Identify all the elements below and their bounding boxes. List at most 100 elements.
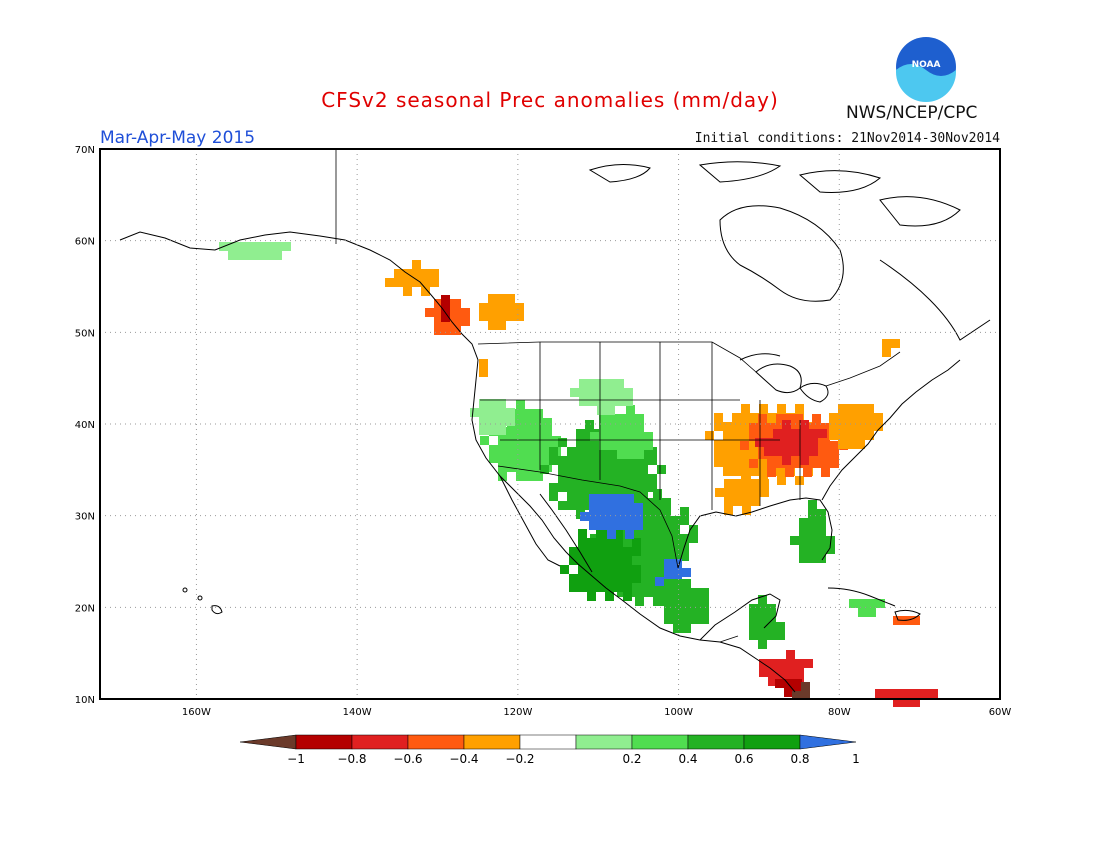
anomaly-cell — [614, 574, 623, 583]
anomaly-cell — [655, 577, 664, 586]
anomaly-cell — [516, 400, 525, 409]
anomaly-cell — [799, 518, 808, 527]
anomaly-cell — [882, 348, 891, 357]
anomaly-cell — [585, 447, 594, 456]
anomaly-cell — [452, 317, 461, 326]
anomaly-cell — [515, 303, 524, 312]
anomaly-cell — [549, 456, 558, 465]
anomaly-cell — [498, 445, 507, 454]
anomaly-cell — [799, 554, 808, 563]
colorbar-label: −0.2 — [505, 752, 534, 766]
anomaly-cell — [488, 417, 497, 426]
anomaly-cell — [588, 388, 597, 397]
anomaly-cell — [635, 498, 644, 507]
anomaly-cell — [644, 543, 653, 552]
anomaly-cell — [579, 379, 588, 388]
anomaly-cell — [742, 479, 751, 488]
anomaly-cell — [782, 438, 791, 447]
anomaly-cell — [237, 251, 246, 260]
anomaly-cell — [673, 624, 682, 633]
map-frame — [99, 148, 1001, 700]
anomaly-cell — [480, 436, 489, 445]
anomaly-cell — [543, 427, 552, 436]
anomaly-cell — [585, 456, 594, 465]
anomaly-cell — [700, 597, 709, 606]
anomaly-cell — [607, 494, 616, 503]
colorbar-arrow-high — [799, 734, 857, 750]
anomaly-cell — [673, 597, 682, 606]
colorbar-label: −0.4 — [449, 752, 478, 766]
anomaly-cell — [516, 445, 525, 454]
anomaly-cell — [549, 447, 558, 456]
anomaly-cell — [587, 583, 596, 592]
anomaly-cell — [817, 545, 826, 554]
anomaly-cell — [626, 414, 635, 423]
anomaly-cell — [587, 574, 596, 583]
anomaly-cell — [662, 498, 671, 507]
anomaly-cell — [724, 497, 733, 506]
anomaly-cell — [893, 698, 902, 707]
anomaly-cell — [911, 698, 920, 707]
anomaly-cell — [911, 616, 920, 625]
anomaly-cell — [715, 488, 724, 497]
anomaly-cell — [576, 501, 585, 510]
anomaly-cell — [758, 423, 767, 432]
anomaly-cell — [911, 689, 920, 698]
anomaly-cell — [497, 417, 506, 426]
anomaly-cell — [506, 417, 515, 426]
anomaly-cell — [626, 450, 635, 459]
anomaly-cell — [507, 436, 516, 445]
anomaly-cell — [732, 440, 741, 449]
anomaly-cell — [587, 556, 596, 565]
anomaly-cell — [724, 479, 733, 488]
anomaly-cell — [497, 303, 506, 312]
anomaly-cell — [626, 405, 635, 414]
colorbar-label: 0.4 — [678, 752, 697, 766]
anomaly-cell — [614, 547, 623, 556]
anomaly-cell — [567, 501, 576, 510]
anomaly-cell — [588, 379, 597, 388]
anomaly-cell — [598, 503, 607, 512]
anomaly-cell — [534, 427, 543, 436]
anomaly-cell — [767, 604, 776, 613]
anomaly-cell — [714, 449, 723, 458]
anomaly-cell — [758, 432, 767, 441]
anomaly-cell — [714, 413, 723, 422]
anomaly-cell — [680, 507, 689, 516]
anomaly-cell — [817, 509, 826, 518]
anomaly-cell — [758, 622, 767, 631]
anomaly-cell — [673, 579, 682, 588]
anomaly-cell — [732, 449, 741, 458]
anomaly-cell — [552, 436, 561, 445]
anomaly-cell — [741, 404, 750, 413]
anomaly-cell — [821, 459, 830, 468]
anomaly-cell — [614, 538, 623, 547]
anomaly-cell — [838, 431, 847, 440]
anomaly-cell — [452, 308, 461, 317]
anomaly-cell — [596, 547, 605, 556]
anomaly-cell — [662, 507, 671, 516]
anomaly-cell — [644, 498, 653, 507]
colorbar-segment — [519, 734, 577, 750]
anomaly-cell — [749, 622, 758, 631]
anomaly-cell — [750, 413, 759, 422]
anomaly-cell — [847, 413, 856, 422]
agency-label: NWS/NCEP/CPC — [846, 103, 978, 123]
anomaly-cell — [525, 409, 534, 418]
anomaly-cell — [516, 418, 525, 427]
anomaly-cell — [808, 518, 817, 527]
anomaly-cell — [590, 432, 599, 441]
anomaly-cell — [623, 574, 632, 583]
anomaly-cell — [507, 427, 516, 436]
anomaly-cell — [635, 480, 644, 489]
anomaly-cell — [882, 339, 891, 348]
anomaly-cell — [764, 447, 773, 456]
anomaly-cell — [782, 429, 791, 438]
anomaly-cell — [856, 404, 865, 413]
anomaly-cell — [617, 423, 626, 432]
anomaly-cell — [525, 436, 534, 445]
anomaly-cell — [664, 606, 673, 615]
anomaly-cell — [920, 689, 929, 698]
anomaly-cell — [682, 568, 691, 577]
anomaly-cell — [749, 613, 758, 622]
